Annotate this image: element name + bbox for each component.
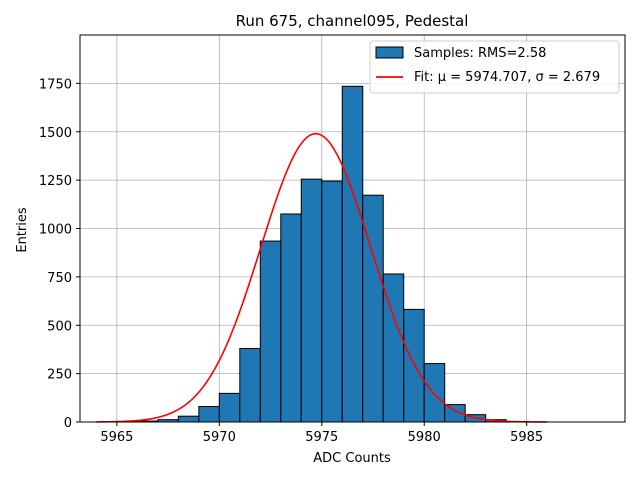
x-axis-label: ADC Counts bbox=[313, 451, 391, 466]
histogram-bar bbox=[239, 347, 261, 423]
histogram-bar bbox=[177, 415, 200, 423]
y-axis-ticks: 0 250 500 750 1000 1250 1500 1750 bbox=[39, 77, 80, 431]
histogram-bar bbox=[218, 392, 241, 423]
x-tick-label: 5980 bbox=[408, 430, 441, 445]
histogram-bar bbox=[423, 363, 446, 423]
y-tick-label: 500 bbox=[47, 319, 72, 334]
x-tick-label: 5975 bbox=[305, 430, 338, 445]
histogram-bar bbox=[259, 240, 282, 423]
x-tick-label: 5985 bbox=[510, 430, 543, 445]
x-axis-ticks: 5965 5970 5975 5980 5985 bbox=[100, 422, 543, 445]
histogram-bar bbox=[300, 178, 323, 423]
legend-swatch-samples bbox=[375, 46, 404, 59]
y-tick-label: 1000 bbox=[39, 223, 72, 238]
y-tick-label: 1250 bbox=[39, 174, 72, 189]
histogram-bar bbox=[403, 308, 425, 423]
histogram-bar bbox=[341, 85, 364, 423]
legend-label-fit: Fit: μ = 5974.707, σ = 2.679 bbox=[414, 70, 600, 85]
chart-title: Run 675, channel095, Pedestal bbox=[236, 12, 469, 30]
y-tick-label: 750 bbox=[47, 271, 72, 286]
y-tick-label: 250 bbox=[47, 368, 72, 383]
y-tick-label: 1500 bbox=[39, 126, 72, 141]
histogram-bar bbox=[280, 213, 302, 423]
legend: Samples: RMS=2.58 Fit: μ = 5974.707, σ =… bbox=[369, 40, 620, 94]
y-tick-label: 0 bbox=[64, 416, 72, 431]
legend-box bbox=[369, 40, 620, 94]
histogram-bars bbox=[116, 85, 507, 423]
histogram-bar bbox=[198, 406, 220, 423]
x-tick-label: 5970 bbox=[203, 430, 236, 445]
x-tick-label: 5965 bbox=[100, 430, 133, 445]
y-axis-label: Entries bbox=[15, 207, 30, 253]
fit-curve bbox=[96, 132, 548, 423]
fit-curve-layer bbox=[96, 132, 548, 423]
histogram-bar bbox=[321, 180, 343, 423]
legend-label-samples: Samples: RMS=2.58 bbox=[414, 46, 546, 61]
y-tick-label: 1750 bbox=[39, 77, 72, 92]
